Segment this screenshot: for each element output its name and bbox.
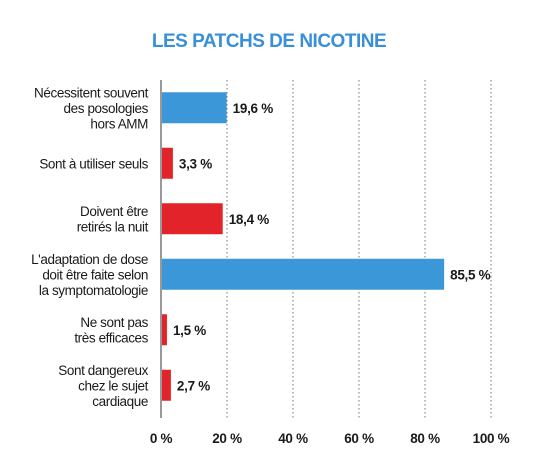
value-label: 85,5 %: [450, 267, 491, 282]
category-label: Nécessitent souvent des posologies hors AM…: [34, 85, 149, 131]
x-tick-label: 40 %: [278, 431, 308, 446]
value-label: 2,7 %: [177, 378, 210, 393]
bar: [162, 258, 445, 290]
x-tick-labels: 0 % 20 % 40 % 60 % 80 % 100 %: [150, 431, 510, 446]
bars: [162, 92, 445, 401]
value-label: 3,3 %: [179, 156, 212, 171]
value-label: 1,5 %: [173, 323, 206, 338]
x-tick-label: 60 %: [344, 431, 374, 446]
x-tick-label: 20 %: [212, 431, 242, 446]
x-tick-label: 80 %: [410, 431, 440, 446]
bar: [162, 92, 227, 124]
bar: [162, 314, 167, 346]
category-label: L'adaptation de dose doit être faite selo…: [31, 252, 148, 298]
chart-title: LES PATCHS DE NICOTINE: [152, 31, 386, 52]
value-label: 18,4 %: [229, 212, 270, 227]
gridlines: [226, 80, 492, 418]
bar: [162, 369, 171, 401]
x-tick-label: 100 %: [473, 431, 510, 446]
category-label: Sont dangereux chez le sujet cardiaque: [58, 363, 148, 409]
x-tick-label: 0 %: [150, 431, 173, 446]
value-label: 19,6 %: [233, 101, 274, 116]
category-label: Ne sont pas très efficaces: [74, 315, 148, 346]
category-label: Sont à utiliser seuls: [39, 156, 148, 171]
category-label: Doivent être retirés la nuit: [77, 204, 149, 235]
bar: [162, 203, 223, 235]
category-labels: Nécessitent souvent des posologies hors AM…: [31, 85, 149, 409]
value-labels: 19,6 % 3,3 % 18,4 % 85,5 % 1,5 % 2,7 %: [173, 101, 491, 394]
bar: [162, 147, 173, 179]
